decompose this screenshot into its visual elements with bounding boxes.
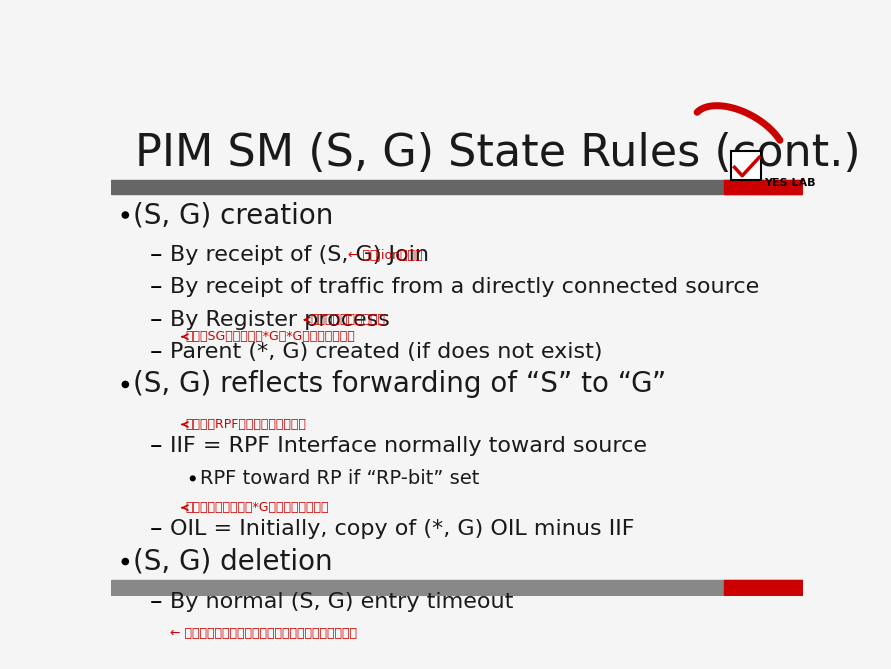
Text: (S, G) deletion: (S, G) deletion (133, 547, 332, 575)
Text: –: – (150, 243, 162, 267)
Text: (S, G) reflects forwarding of “S” to “G”: (S, G) reflects forwarding of “S” to “G” (133, 371, 666, 399)
Text: 当收到组播包的时候。: 当收到组播包的时候。 (305, 313, 386, 326)
Text: OIL = Initially, copy of (*, G) OIL minus IIF: OIL = Initially, copy of (*, G) OIL minu… (169, 519, 634, 539)
Text: –: – (150, 340, 162, 364)
Text: By normal (S, G) entry timeout: By normal (S, G) entry timeout (169, 591, 513, 611)
Circle shape (122, 381, 128, 387)
Text: PIM SM (S, G) State Rules (cont.): PIM SM (S, G) State Rules (cont.) (135, 132, 860, 175)
Text: Parent (*, G) created (if does not exist): Parent (*, G) created (if does not exist… (169, 342, 602, 362)
Text: By Register process: By Register process (169, 310, 389, 330)
Text: RPF toward RP if “RP-bit” set: RPF toward RP if “RP-bit” set (200, 469, 480, 488)
Text: –: – (150, 517, 162, 541)
Text: YES LAB: YES LAB (764, 178, 815, 188)
Text: By receipt of traffic from a directly connected source: By receipt of traffic from a directly co… (169, 278, 759, 298)
Text: –: – (150, 589, 162, 613)
Text: ← 收到jion消息。: ← 收到jion消息。 (347, 249, 422, 262)
Text: –: – (150, 434, 162, 458)
Circle shape (122, 212, 128, 218)
Text: 当创建SG的时候没有*G，*G会被自动创建。: 当创建SG的时候没有*G，*G会被自动创建。 (182, 330, 355, 343)
Text: IIF = RPF Interface normally toward source: IIF = RPF Interface normally toward sour… (169, 436, 647, 456)
Circle shape (122, 559, 128, 565)
Text: By receipt of (S, G) Join: By receipt of (S, G) Join (169, 245, 429, 265)
Bar (732, 151, 761, 181)
Text: ← 通过计时器决定是否删除，由组播数据包触发刷新。: ← 通过计时器决定是否删除，由组播数据包触发刷新。 (169, 628, 356, 640)
Text: (S, G) creation: (S, G) creation (133, 201, 333, 229)
Text: 入接口是RPF接口，检查的是源。: 入接口是RPF接口，检查的是源。 (182, 418, 306, 431)
Circle shape (191, 476, 195, 481)
Text: –: – (150, 308, 162, 332)
Text: –: – (150, 276, 162, 300)
Text: 出接口缺省是复制的*G表项中的出接口。: 出接口缺省是复制的*G表项中的出接口。 (182, 501, 329, 514)
